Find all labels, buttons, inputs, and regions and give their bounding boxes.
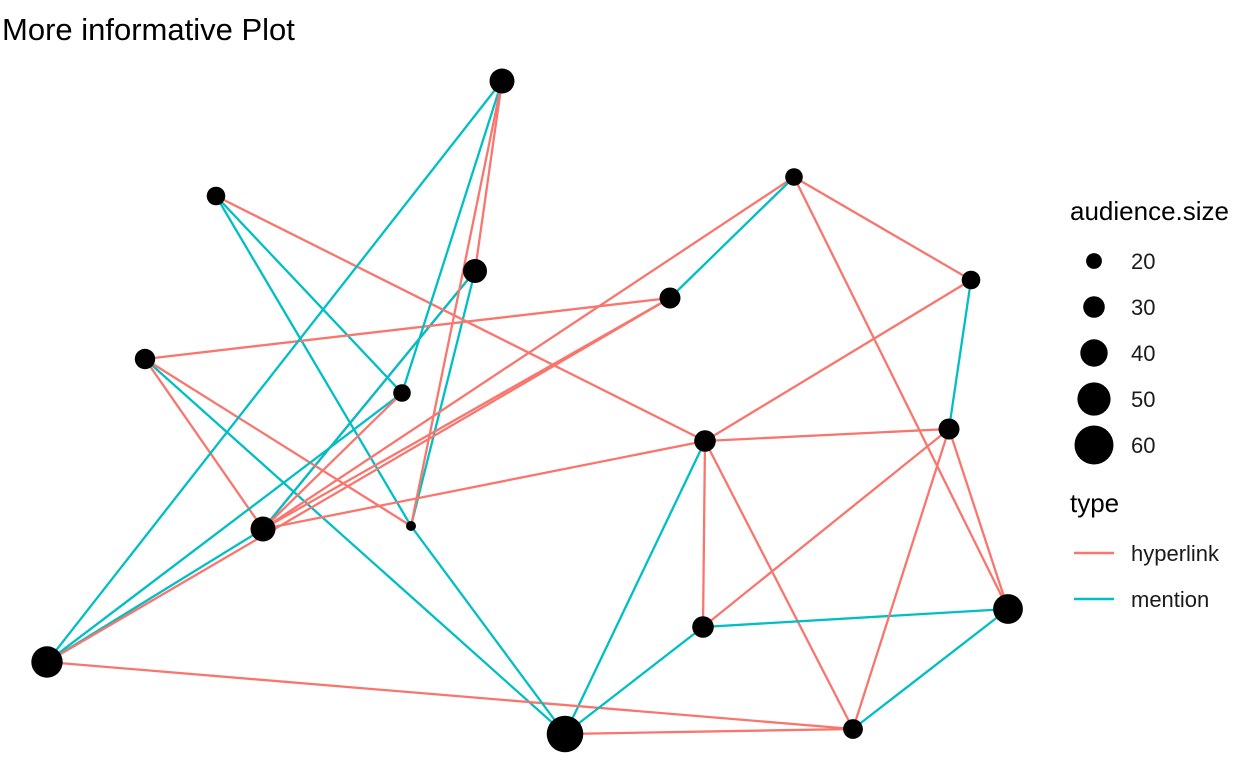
node bbox=[785, 168, 803, 186]
edge-mention bbox=[669, 176, 795, 299]
legend-size-label: 30 bbox=[1131, 295, 1155, 320]
legend-type-title: type bbox=[1070, 488, 1119, 518]
edge-hyperlink bbox=[46, 297, 671, 663]
edge-hyperlink bbox=[704, 279, 972, 442]
node bbox=[546, 715, 584, 753]
edge-mention bbox=[144, 358, 566, 735]
edge-mention bbox=[46, 80, 503, 663]
legend-size-key bbox=[1077, 382, 1111, 416]
node bbox=[406, 521, 416, 531]
edge-hyperlink bbox=[262, 176, 795, 530]
legend-type-items: hyperlink mention bbox=[1074, 541, 1220, 612]
edge-mention bbox=[215, 195, 412, 527]
node bbox=[489, 68, 515, 94]
edge-hyperlink bbox=[262, 439, 706, 531]
node bbox=[463, 259, 487, 283]
node bbox=[393, 384, 411, 402]
edge-hyperlink bbox=[703, 440, 855, 730]
edge-hyperlink bbox=[215, 194, 706, 443]
node bbox=[993, 594, 1023, 624]
edge-hyperlink bbox=[793, 176, 972, 281]
legend-size-key bbox=[1080, 339, 1108, 367]
legend-size-label: 50 bbox=[1131, 387, 1155, 412]
node bbox=[961, 270, 981, 290]
edge-mention bbox=[564, 626, 704, 735]
legend-size-title: audience.size bbox=[1070, 196, 1229, 226]
nodes-layer bbox=[31, 68, 1023, 753]
edge-hyperlink bbox=[409, 80, 504, 527]
edge-mention bbox=[262, 270, 476, 530]
edge-hyperlink bbox=[851, 428, 951, 730]
legend-type-label: hyperlink bbox=[1131, 541, 1220, 566]
legend-size-items: 20 30 40 50 60 bbox=[1074, 249, 1155, 465]
edge-hyperlink bbox=[144, 296, 671, 361]
edge-hyperlink bbox=[46, 660, 854, 731]
edge-hyperlink bbox=[144, 358, 412, 527]
plot-title: More informative Plot bbox=[2, 12, 295, 47]
node bbox=[938, 418, 960, 440]
edge-hyperlink bbox=[704, 427, 950, 443]
node bbox=[31, 646, 63, 678]
legend-size-key bbox=[1086, 253, 1102, 269]
edges-layer bbox=[46, 80, 1010, 736]
edge-mention bbox=[563, 440, 707, 735]
edge-mention bbox=[215, 195, 403, 394]
node bbox=[694, 430, 716, 452]
edge-hyperlink bbox=[792, 176, 1010, 610]
edge-mention bbox=[947, 279, 973, 430]
edge-mention bbox=[852, 608, 1009, 730]
edge-hyperlink bbox=[701, 440, 707, 628]
edge-hyperlink bbox=[262, 392, 403, 530]
node bbox=[250, 516, 276, 542]
legend-size-label: 40 bbox=[1131, 341, 1155, 366]
legend-size-key bbox=[1083, 296, 1105, 318]
node bbox=[843, 719, 863, 739]
edge-hyperlink bbox=[564, 727, 854, 736]
edge-hyperlink bbox=[702, 428, 950, 628]
node bbox=[692, 616, 714, 638]
edge-mention bbox=[46, 392, 403, 663]
edge-mention bbox=[409, 270, 477, 527]
edge-mention bbox=[410, 525, 566, 735]
legend-size-key bbox=[1074, 425, 1114, 465]
edge-hyperlink bbox=[144, 358, 264, 530]
edge-mention bbox=[702, 607, 1009, 629]
node bbox=[134, 348, 156, 370]
legend-type-label: mention bbox=[1131, 587, 1209, 612]
legend: audience.size 20 30 40 50 60 type hyperlink m… bbox=[1070, 196, 1229, 612]
legend-size-label: 20 bbox=[1131, 249, 1155, 274]
edge-mention bbox=[400, 80, 504, 394]
edge-hyperlink bbox=[473, 80, 504, 272]
node bbox=[206, 186, 226, 206]
edge-hyperlink bbox=[947, 428, 1010, 610]
legend-size-label: 60 bbox=[1131, 433, 1155, 458]
node bbox=[659, 287, 681, 309]
